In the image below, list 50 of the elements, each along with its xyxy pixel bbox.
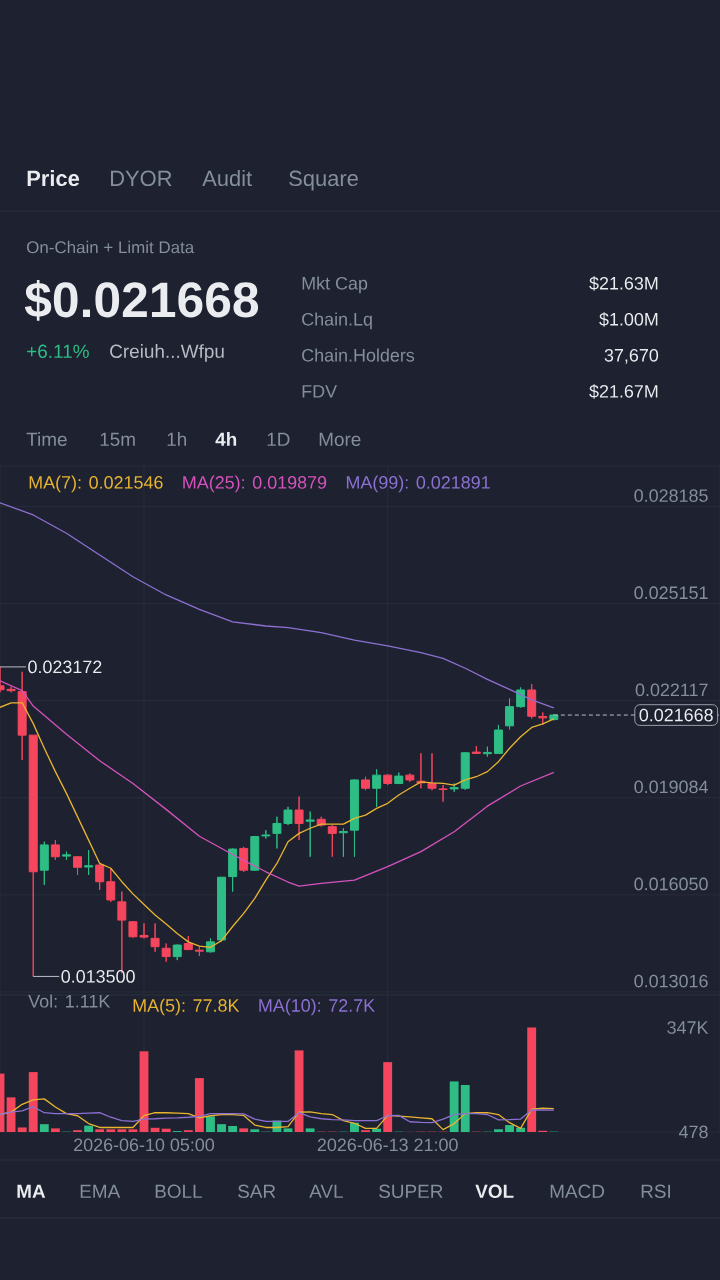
text: Creiuh...Wfpu <box>110 344 224 362</box>
text: Price <box>27 170 80 187</box>
text: $21.67M <box>589 384 658 399</box>
text: Mkt Cap <box>302 276 368 294</box>
text: EMA <box>80 1184 121 1198</box>
text: RSI <box>641 1184 671 1199</box>
x-tick-label: 2026-06-13 21:00 <box>317 1138 458 1152</box>
text: MA(5): 77.8K <box>133 998 240 1016</box>
annotation: 0.013500 <box>61 970 135 983</box>
ref-line-label: 0.021668 <box>639 708 713 722</box>
text: VOL <box>475 1184 514 1199</box>
text: $1.00M <box>599 312 658 327</box>
x-tick-label: 2026-06-10 05:00 <box>74 1138 215 1152</box>
text: MA(99): 0.021891 <box>346 475 490 493</box>
text: On-Chain + Limit Data <box>27 240 195 254</box>
y-tick-label: 0.016050 <box>634 877 708 891</box>
text: 1D <box>267 432 290 446</box>
text: 37,670 <box>604 348 659 364</box>
text: Square <box>289 170 358 191</box>
text: MACD <box>550 1184 605 1199</box>
chart-title: Vol: 1.11K <box>28 994 111 1008</box>
y-tick-label: 0.028185 <box>634 489 708 502</box>
text: 1h <box>167 432 187 446</box>
text: 15m <box>100 432 135 447</box>
text: More <box>319 432 361 447</box>
text: MA(7): 0.021546 <box>29 475 163 493</box>
text: Chain.Holders <box>302 348 415 362</box>
annotation: 0.023172 <box>28 660 102 674</box>
text: MA(10): 72.7K <box>259 998 375 1016</box>
y-tick-label: 0.025151 <box>634 586 708 600</box>
text: AVL <box>309 1184 343 1198</box>
text: Chain.Lq <box>302 312 372 330</box>
text: MA(25): 0.019879 <box>183 475 327 493</box>
text: 4h <box>215 432 237 446</box>
text: Time <box>26 432 67 447</box>
text: $21.63M <box>589 276 658 291</box>
text: +6.11% <box>27 344 89 359</box>
y-tick-label: 0.019084 <box>634 780 708 794</box>
text: BOLL <box>155 1184 202 1199</box>
y-tick-label: 0.013016 <box>634 974 708 988</box>
text: Audit <box>202 170 252 187</box>
text: $0.021668 <box>24 280 259 321</box>
text: SUPER <box>379 1184 443 1199</box>
y-tick-label: 0.022117 <box>635 683 708 697</box>
text: MA <box>17 1184 46 1198</box>
text: FDV <box>302 385 337 398</box>
y-tick-label: 478 <box>678 1125 708 1139</box>
text: DYOR <box>111 170 172 187</box>
text: SAR <box>238 1184 276 1199</box>
y-tick-label: 347K <box>667 1021 709 1034</box>
